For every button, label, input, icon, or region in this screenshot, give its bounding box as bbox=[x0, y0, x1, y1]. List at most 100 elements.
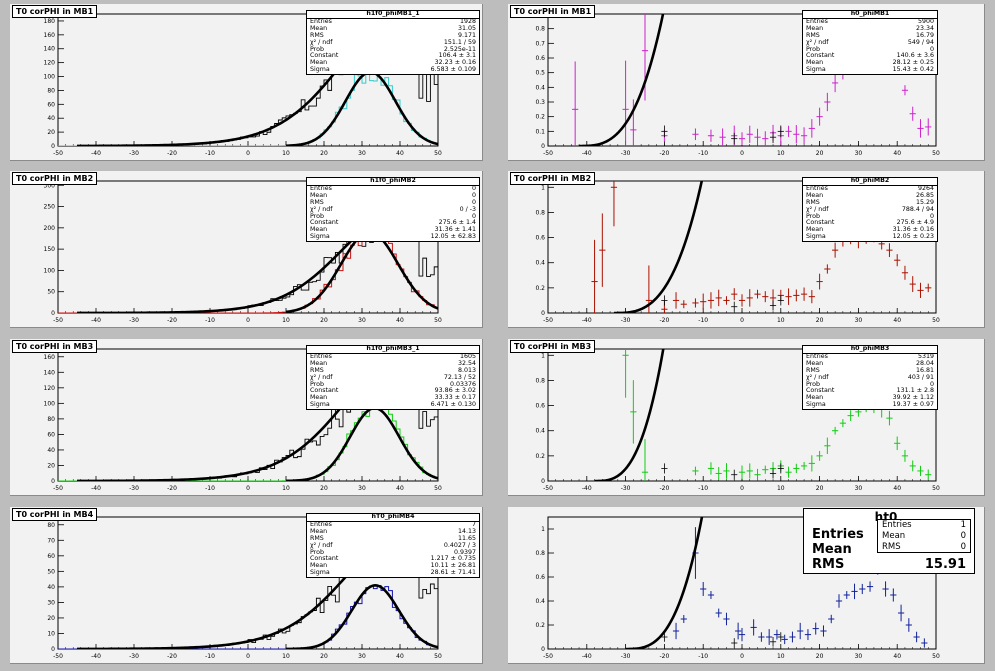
efficiency-point bbox=[882, 581, 889, 597]
stats-row-rms: RMS 9.171 bbox=[310, 31, 476, 39]
efficiency-point bbox=[762, 465, 769, 474]
x-tick-label: -20 bbox=[167, 485, 177, 492]
y-tick-label: 120 bbox=[44, 385, 56, 392]
efficiency-point bbox=[832, 73, 839, 93]
ht0-rms-value: 15.91 bbox=[924, 557, 966, 572]
efficiency-point bbox=[824, 92, 831, 112]
pad-title: T0 corPHI in MB4 bbox=[12, 508, 98, 521]
reference-point bbox=[769, 300, 777, 311]
x-tick-label: -10 bbox=[205, 485, 215, 492]
efficiency-point bbox=[785, 466, 792, 478]
efficiency-point bbox=[812, 622, 819, 635]
plot-svg: -50 -40 -30 -20 -10 0 10 20 30 40 50 0 10 20 30 40 50 60 7… bbox=[47, 516, 442, 660]
stats-row-gmean: Mean 31.36 ± 0.16 bbox=[806, 226, 934, 234]
stats-row-constant: Constant 1.217 ± 0.735 bbox=[310, 555, 476, 563]
efficiency-point bbox=[723, 296, 730, 305]
stats-row-entries: Entries 9264 bbox=[806, 184, 934, 192]
stats-title: h0_phiMB3 bbox=[803, 345, 937, 354]
efficiency-point bbox=[680, 300, 687, 309]
efficiency-point bbox=[925, 118, 932, 136]
chart-pad-3: -50 -40 -30 -20 -10 0 10 20 30 40 50 0 50 100 150 200 25… bbox=[10, 171, 483, 328]
y-tick-label: 0.6 bbox=[535, 55, 545, 62]
x-tick-label: 50 bbox=[932, 653, 940, 660]
stats-row-gmean: Mean 32.23 ± 0.16 bbox=[310, 59, 476, 67]
x-tick-label: 50 bbox=[434, 317, 442, 324]
stats-box: h0_phiMB2 Entries 9264 Mean 26.85 RMS 15.29 χ² … bbox=[802, 177, 938, 243]
efficiency-point bbox=[591, 239, 598, 313]
stats-row-gmean: Mean 28.12 ± 0.25 bbox=[806, 59, 934, 67]
x-tick-label: -40 bbox=[91, 653, 101, 660]
stats-row-mean: Mean 28.04 bbox=[806, 359, 934, 367]
efficiency-point bbox=[645, 265, 652, 313]
x-tick-label: 10 bbox=[777, 653, 785, 660]
y-tick-label: 0.8 bbox=[535, 377, 545, 384]
y-tick-label: 100 bbox=[44, 74, 56, 81]
efficiency-point bbox=[781, 634, 788, 645]
small-stats-row: Entries 1 bbox=[882, 520, 966, 530]
efficiency-point bbox=[804, 629, 812, 641]
x-tick-label: -30 bbox=[129, 150, 139, 157]
efficiency-point bbox=[905, 618, 912, 632]
y-tick-label: 160 bbox=[44, 354, 56, 361]
y-tick-label: 140 bbox=[44, 369, 56, 376]
stats-row-constant: Constant 275.6 ± 1.4 bbox=[310, 219, 476, 227]
x-tick-label: 30 bbox=[358, 150, 366, 157]
pad-title: T0 corPHI in MB2 bbox=[510, 172, 596, 185]
reference-point bbox=[731, 638, 738, 648]
efficiency-point bbox=[630, 380, 637, 444]
chart-pad-1: -50 -40 -30 -20 -10 0 10 20 30 40 50 0 20 40 60 80 100 12… bbox=[10, 4, 483, 161]
y-tick-label: 0.6 bbox=[535, 574, 545, 581]
efficiency-point bbox=[859, 583, 866, 595]
x-tick-label: 50 bbox=[434, 653, 442, 660]
efficiency-fit-curve bbox=[594, 349, 665, 481]
stats-row-gmean: Mean 39.92 ± 1.12 bbox=[806, 394, 934, 402]
efficiency-point bbox=[901, 449, 909, 462]
reference-point bbox=[777, 295, 784, 306]
efficiency-point bbox=[843, 591, 850, 599]
stats-row-mean: Mean 26.85 bbox=[806, 191, 934, 199]
y-tick-label: 0 bbox=[541, 478, 545, 485]
y-tick-label: 0.1 bbox=[535, 128, 545, 135]
x-tick-label: -50 bbox=[543, 150, 553, 157]
y-tick-label: 50 bbox=[47, 568, 55, 575]
efficiency-point bbox=[758, 632, 765, 642]
stats-row-constant: Constant 93.86 ± 3.02 bbox=[310, 387, 476, 395]
efficiency-point bbox=[793, 463, 800, 474]
efficiency-point bbox=[925, 469, 932, 480]
y-tick-label: 1 bbox=[541, 526, 545, 533]
reference-point bbox=[731, 301, 738, 312]
efficiency-point bbox=[800, 461, 808, 470]
stats-row-prob: Prob 0 bbox=[806, 380, 934, 388]
efficiency-point bbox=[913, 631, 920, 643]
x-tick-label: -40 bbox=[582, 653, 592, 660]
x-tick-label: -40 bbox=[91, 485, 101, 492]
stats-row-prob: Prob 0 bbox=[806, 212, 934, 220]
efficiency-point bbox=[824, 437, 831, 455]
efficiency-point bbox=[897, 604, 905, 622]
efficiency-point bbox=[754, 468, 761, 481]
efficiency-point bbox=[762, 131, 769, 146]
x-tick-label: 10 bbox=[282, 653, 290, 660]
stats-box: h1f0_phiMB3_1 Entries 1605 Mean 32.54 RMS 8.01… bbox=[306, 345, 480, 411]
y-tick-label: 0.2 bbox=[535, 622, 545, 629]
efficiency-point bbox=[723, 463, 730, 479]
efficiency-point bbox=[731, 288, 738, 301]
x-tick-label: -20 bbox=[659, 653, 669, 660]
reference-point bbox=[731, 469, 738, 480]
y-tick-label: 80 bbox=[47, 416, 55, 423]
stats-row-chi2: χ² / ndf 0.4027 / 3 bbox=[310, 541, 476, 549]
efficiency-point bbox=[793, 125, 800, 144]
x-tick-label: 30 bbox=[358, 653, 366, 660]
stats-row-entries: Entries 7 bbox=[310, 520, 476, 528]
efficiency-point bbox=[754, 128, 761, 146]
efficiency-point bbox=[680, 615, 687, 623]
efficiency-point bbox=[816, 450, 823, 461]
stats-row-rms: RMS 16.81 bbox=[806, 366, 934, 374]
x-tick-label: 0 bbox=[246, 317, 250, 324]
stats-box: h0_phiMB3 Entries 5319 Mean 28.04 RMS 16.81 χ² … bbox=[802, 345, 938, 411]
x-tick-label: 0 bbox=[740, 317, 744, 324]
x-tick-label: 40 bbox=[893, 150, 901, 157]
x-tick-label: -40 bbox=[582, 317, 592, 324]
y-tick-label: 0.8 bbox=[535, 550, 545, 557]
x-tick-label: 30 bbox=[855, 150, 863, 157]
